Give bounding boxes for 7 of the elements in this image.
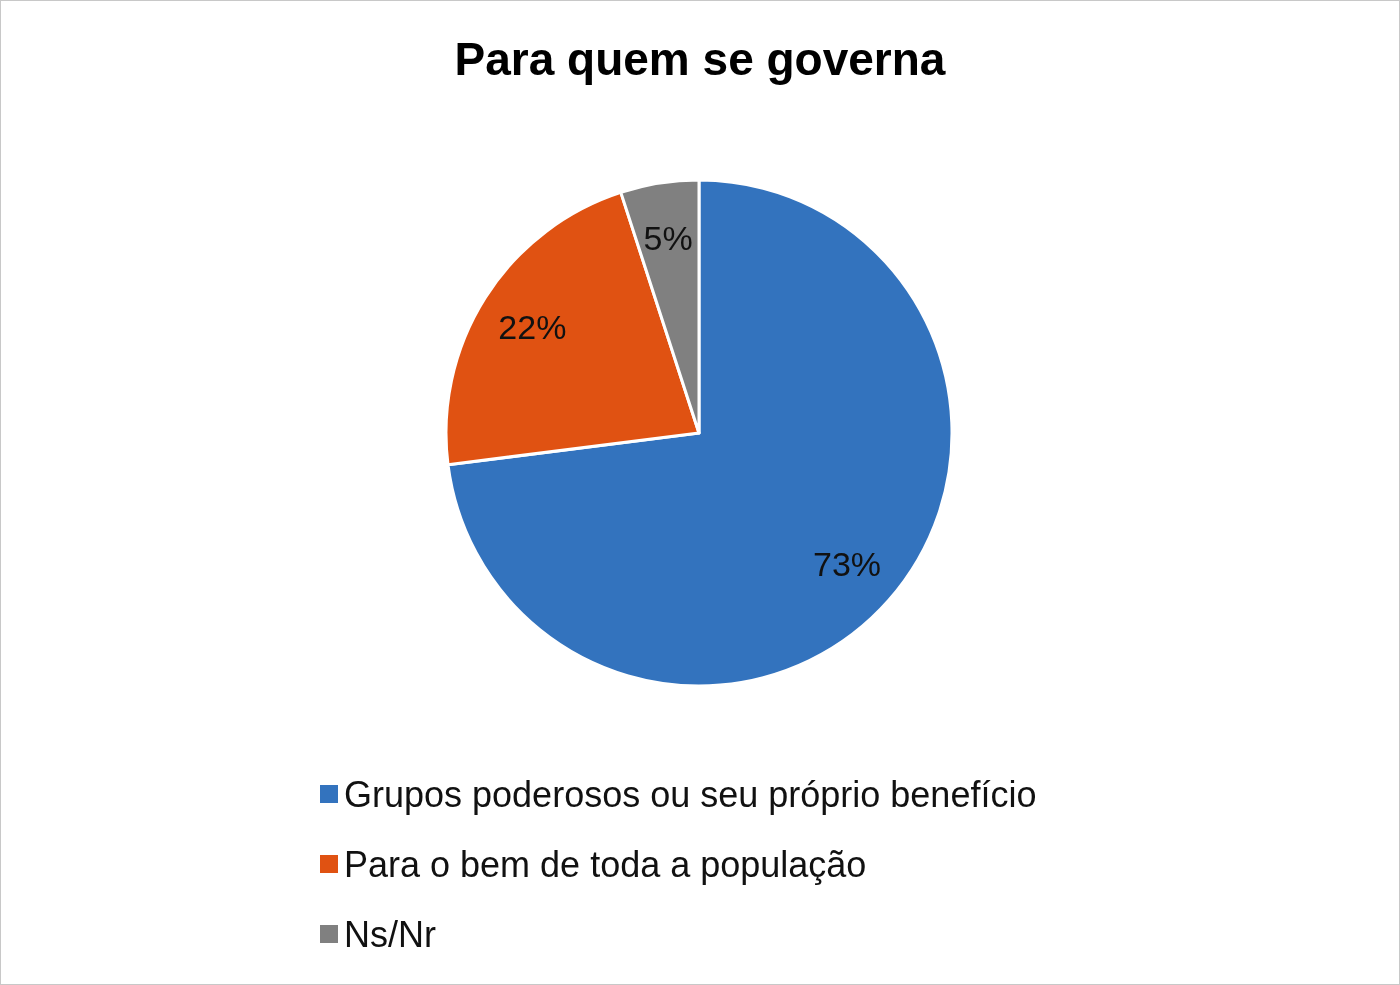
- legend-label: Ns/Nr: [344, 913, 436, 955]
- chart-title: Para quem se governa: [454, 33, 946, 85]
- legend-label: Para o bem de toda a população: [344, 843, 867, 885]
- data-label: 22%: [498, 308, 567, 347]
- legend-label: Grupos poderosos ou seu próprio benefício: [344, 773, 1037, 815]
- data-label: 73%: [813, 544, 882, 583]
- data-label: 5%: [643, 219, 693, 258]
